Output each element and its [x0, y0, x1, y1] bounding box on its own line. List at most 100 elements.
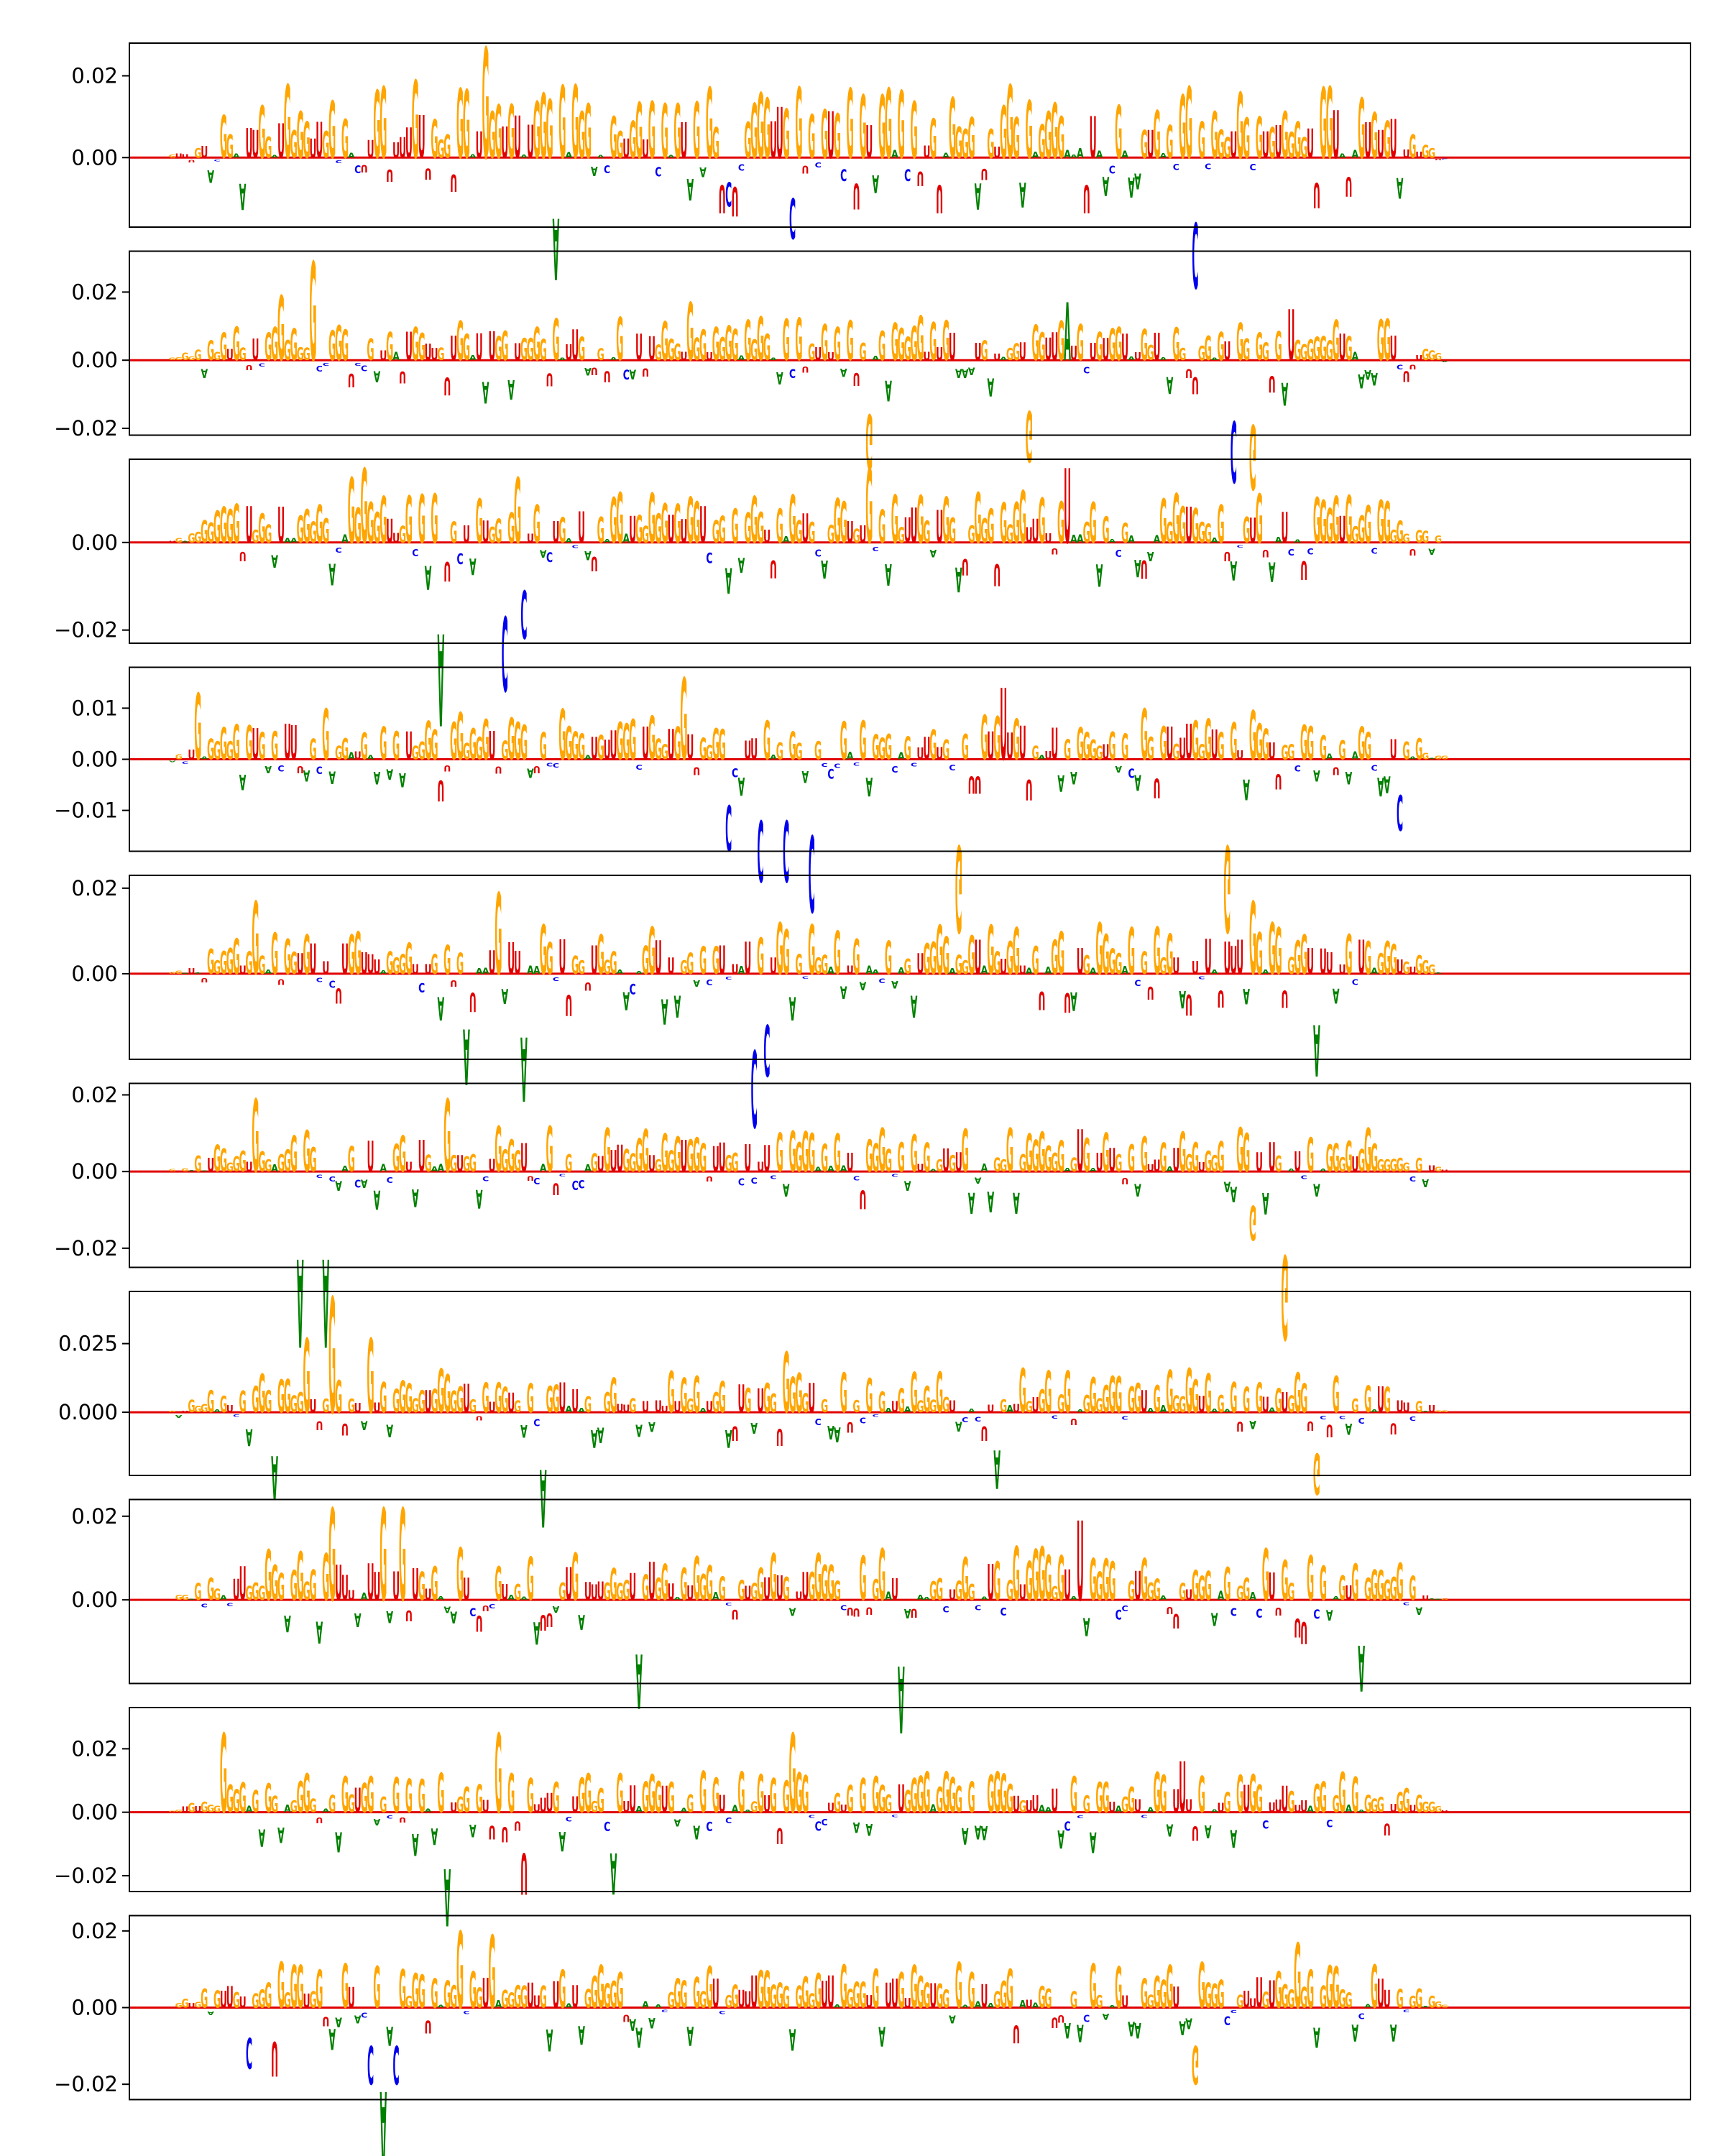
logo-glyph-u: U [584, 1578, 592, 1607]
logo-glyph-a: A [872, 356, 879, 362]
logo-glyph-a: A [1422, 2005, 1430, 2008]
logo-glyph-u: U [744, 736, 751, 765]
logo-glyph-g: G [322, 1395, 329, 1417]
logo-glyph-a: A [540, 547, 547, 558]
logo-glyph-g: G [904, 730, 911, 768]
logo-glyph-g: G [297, 1537, 304, 1616]
logo-glyph-u: U [1185, 1587, 1192, 1603]
logo-glyph-a: A [1346, 1804, 1353, 1815]
logo-glyph-u: U [801, 364, 809, 374]
logo-glyph-u: U [520, 1839, 528, 1904]
logo-glyph-a: A [860, 979, 867, 992]
logo-glyph-u: U [392, 139, 400, 163]
logo-glyph-u: U [1281, 1386, 1288, 1419]
logo-glyph-g: G [1262, 722, 1269, 770]
logo-glyph-g: G [1287, 1579, 1294, 1606]
logo-glyph-g: G [610, 946, 617, 982]
logo-glyph-g: G [1159, 1973, 1167, 2017]
logo-glyph-a: A [1128, 171, 1135, 203]
logo-glyph-c: C [1249, 162, 1256, 172]
logo-glyph-a: A [975, 2000, 982, 2010]
logo-glyph-a: A [1019, 174, 1026, 213]
logo-glyph-a: A [750, 1419, 758, 1436]
logo-glyph-a: A [968, 1409, 975, 1414]
logo-glyph-a: A [988, 372, 995, 400]
logo-glyph-g: G [1435, 1410, 1442, 1414]
logo-glyph-a: A [878, 2020, 886, 2052]
logo-glyph-u: U [680, 351, 687, 364]
logo-glyph-g: G [201, 1800, 208, 1816]
logo-glyph-g: G [968, 1774, 975, 1823]
logo-glyph-a: A [1262, 1185, 1269, 1219]
logo-glyph-a: A [482, 966, 489, 976]
logo-glyph-a: A [635, 2021, 643, 2053]
logo-glyph-a: A [438, 2004, 445, 2009]
logo-glyph-g: G [725, 317, 732, 372]
logo-glyph-g: G [942, 484, 949, 558]
logo-glyph-c: C [361, 364, 367, 373]
logo-glyph-a: A [1077, 145, 1084, 161]
logo-glyph-g: G [1115, 1956, 1122, 2022]
logo-glyph-g: G [1000, 1396, 1007, 1416]
logo-glyph-g: G [1044, 1984, 1052, 2014]
logo-glyph-u: U [1134, 1796, 1141, 1817]
logo-glyph-g: G [1415, 951, 1422, 980]
logo-glyph-g: G [1338, 1761, 1346, 1825]
logo-glyph-g: G [859, 711, 866, 773]
logo-glyph-g: G [865, 447, 873, 566]
logo-glyph-g: G [1031, 1132, 1039, 1183]
logo-glyph-a: A [443, 1604, 451, 1615]
logo-glyph-a: A [693, 1821, 700, 1843]
logo-glyph-g: G [673, 89, 681, 176]
logo-glyph-u: U [488, 1155, 495, 1176]
logo-glyph-g: G [968, 1963, 975, 2019]
logo-glyph-g: G [1384, 1157, 1391, 1176]
logo-glyph-u: U [1415, 354, 1422, 361]
logo-glyph-g: G [865, 1132, 873, 1183]
logo-glyph-g: G [1256, 1373, 1263, 1422]
logo-glyph-u: U [622, 1403, 630, 1415]
logo-glyph-g: G [309, 1141, 316, 1181]
logo-glyph-g: G [501, 1986, 508, 2014]
logo-glyph-g: G [1371, 101, 1378, 173]
logo-glyph-g: G [463, 1154, 470, 1177]
logo-glyph-g: G [916, 1766, 924, 1825]
logo-glyph-g: G [328, 1265, 336, 1450]
logo-glyph-a: A [463, 1011, 470, 1100]
logo-glyph-g: G [1262, 338, 1269, 366]
logo-glyph-g: G [1371, 1137, 1378, 1181]
logo-glyph-u: U [763, 1790, 770, 1818]
logo-glyph-g: G [1006, 346, 1013, 364]
logo-glyph-g: G [1338, 1986, 1346, 2014]
logo-glyph-g: G [757, 1961, 764, 2021]
logo-glyph-c: C [361, 2011, 367, 2019]
logo-glyph-u: U [399, 367, 406, 386]
logo-glyph-g: G [284, 1144, 291, 1179]
logo-glyph-g: G [578, 98, 585, 173]
logo-glyph-c: C [1237, 544, 1243, 548]
logo-glyph-g: G [1159, 1765, 1167, 1825]
logo-glyph-g: G [1038, 1981, 1045, 2015]
y-tick-label: 0.00 [71, 1588, 118, 1612]
logo-glyph-c: C [1128, 765, 1134, 780]
logo-glyph-a: A [1077, 533, 1084, 545]
logo-glyph-u: U [610, 1146, 617, 1179]
logo-glyph-u: U [1064, 447, 1071, 566]
logo-glyph-g: G [1281, 1549, 1288, 1613]
logo-glyph-a: A [1275, 535, 1283, 544]
logo-glyph-u: U [399, 1815, 406, 1823]
logo-glyph-a: A [469, 154, 477, 160]
logo-glyph-u: U [380, 348, 387, 364]
logo-glyph-g: G [527, 1376, 534, 1422]
logo-glyph-g: G [1026, 1552, 1033, 1613]
logo-glyph-g: G [980, 512, 988, 550]
logo-glyph-g: G [1422, 957, 1429, 979]
logo-glyph-g: G [194, 1578, 201, 1606]
logo-glyph-u: U [1236, 932, 1243, 986]
logo-glyph-g: G [1326, 1137, 1333, 1180]
logo-glyph-g: G [1051, 88, 1058, 175]
logo-glyph-c: C [1371, 546, 1377, 556]
logo-glyph-a: A [195, 972, 202, 975]
logo-glyph-g: G [1128, 1381, 1135, 1421]
